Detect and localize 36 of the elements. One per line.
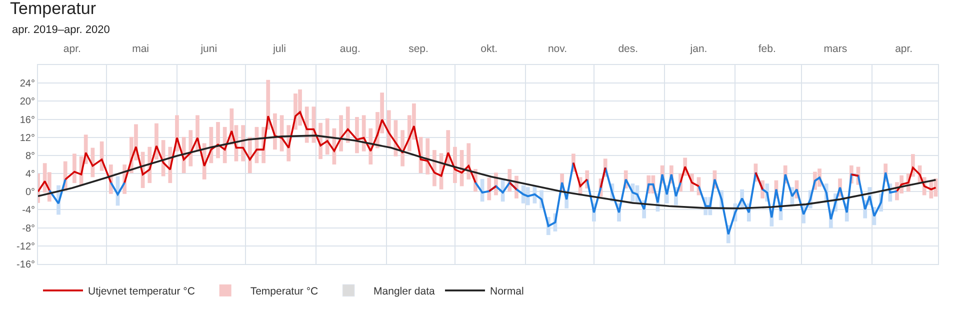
x-tick-label: mars (824, 42, 848, 55)
legend-label: Utjevnet temperatur °C (88, 286, 196, 298)
bar (400, 130, 404, 166)
x-tick-label: apr. (63, 42, 81, 55)
bar (386, 110, 391, 146)
line-series (38, 134, 937, 210)
x-tick-label: okt. (480, 42, 498, 55)
x-tick-label: sep. (408, 42, 428, 55)
x-tick-label: mai (132, 42, 149, 55)
x-tick-label: feb. (758, 42, 776, 55)
x-tick-label: juni (200, 42, 218, 55)
y-tick-label: 4° (25, 169, 35, 180)
x-tick-label: nov. (548, 42, 568, 55)
chart-subtitle: apr. 2019–apr. 2020 (12, 24, 110, 36)
y-tick-label: 0° (25, 187, 35, 198)
y-tick-label: 20° (20, 96, 35, 108)
y-tick-label: 16° (20, 114, 35, 126)
x-tick-label: des. (618, 42, 638, 55)
y-tick-label: -4° (22, 205, 35, 216)
bar (216, 122, 220, 158)
chart-title: Temperatur (10, 0, 96, 18)
legend-label: Normal (490, 286, 524, 298)
bar (72, 154, 76, 184)
legend-label: Mangler data (374, 286, 435, 298)
x-tick-label: juli (272, 42, 286, 55)
y-tick-label: 12° (20, 132, 35, 144)
y-tick-label: -8° (22, 223, 35, 234)
y-tick-label: 24° (20, 78, 35, 90)
bar (487, 178, 492, 200)
y-tick-label: 8° (25, 150, 35, 162)
legend-label: Temperatur °C (250, 286, 319, 298)
x-tick-label: aug. (340, 42, 360, 55)
x-tick-label: jan. (689, 42, 708, 55)
x-tick-label: apr. (895, 42, 913, 55)
y-tick-label: -16° (16, 260, 35, 270)
y-tick-label: -12° (16, 241, 35, 252)
